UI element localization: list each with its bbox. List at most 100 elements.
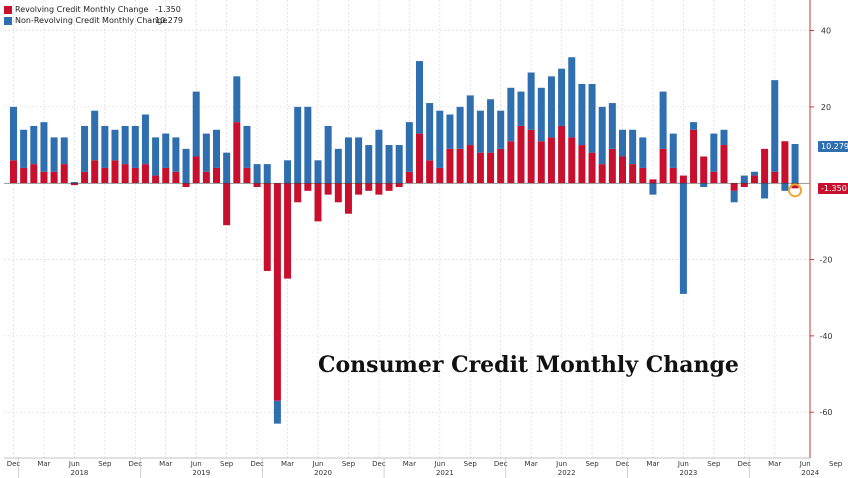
bar-revolving [152,175,160,184]
bar-revolving [30,164,38,184]
x-tick-label: Sep [585,460,599,468]
bar-revolving [192,156,200,184]
bar-revolving [487,152,495,184]
bar-revolving [568,137,576,184]
bar-non-revolving [131,125,139,168]
legend: Revolving Credit Monthly Change -1.350 N… [4,4,183,26]
bar-non-revolving [141,114,149,165]
bar-revolving [426,160,434,184]
bar-non-revolving [558,68,566,126]
y-tick-label: -20 [819,256,832,265]
bar-revolving [527,129,535,184]
bar-revolving [273,183,281,401]
bar-revolving [213,167,220,184]
bar-non-revolving [669,133,677,168]
bar-revolving [558,125,566,184]
bar-revolving [91,160,99,184]
bar-non-revolving [436,110,444,168]
bar-non-revolving [619,129,626,157]
bar-revolving [649,179,657,184]
bar-non-revolving [70,182,78,184]
bar-revolving [131,167,139,184]
bar-revolving [243,167,251,184]
x-tick-label: Mar [281,460,294,468]
bar-revolving [669,167,677,184]
bar-non-revolving [527,72,535,130]
bar-revolving [70,183,78,186]
bar-non-revolving [324,125,332,184]
bar-revolving [141,164,149,184]
bar-non-revolving [598,106,606,165]
bar-revolving [355,183,363,195]
x-year-label: 2021 [436,469,454,477]
bar-non-revolving [10,106,17,161]
bar-revolving [182,183,190,188]
x-year-label: 2018 [71,469,89,477]
bar-non-revolving [213,129,220,168]
bar-revolving [750,175,758,184]
bar-non-revolving [233,76,241,123]
bar-revolving [659,148,667,184]
x-tick-label: Dec [372,460,386,468]
bar-non-revolving [111,129,119,161]
bar-non-revolving [344,137,352,184]
bar-revolving [324,183,332,195]
bar-revolving [365,183,373,191]
x-tick-label: Jun [68,460,80,468]
bar-non-revolving [547,76,555,138]
x-tick-label: Jun [555,460,567,468]
bar-non-revolving [182,148,190,184]
y-tick-label: 40 [821,27,831,36]
bar-non-revolving [639,137,647,168]
bar-non-revolving [91,110,99,161]
bar-non-revolving [588,83,596,153]
bar-revolving [334,183,342,203]
bar-non-revolving [50,137,58,172]
bar-revolving [537,141,545,184]
y-tick-label: -40 [819,332,832,341]
bar-non-revolving [395,145,403,184]
x-year-label: 2019 [192,469,210,477]
bar-revolving [10,160,17,184]
callout-non-revolving: 10.279 [818,141,848,152]
bar-revolving [172,171,180,184]
bar-non-revolving [284,160,292,184]
bar-revolving [781,141,789,184]
bar-non-revolving [700,183,708,188]
bar-revolving [263,183,271,271]
legend-item-non-revolving[interactable]: Non-Revolving Credit Monthly Change 10.2… [4,15,183,26]
bar-revolving [761,148,769,184]
bar-non-revolving [304,106,312,184]
x-tick-label: Jun [433,460,445,468]
bar-revolving [162,167,170,184]
x-tick-label: Jun [312,460,324,468]
bar-revolving [740,183,748,188]
legend-item-revolving[interactable]: Revolving Credit Monthly Change -1.350 [4,4,183,15]
bar-non-revolving [568,57,576,138]
bar-revolving [416,133,423,184]
bar-non-revolving [629,129,637,165]
x-year-label: 2024 [801,469,819,477]
bar-revolving [233,122,241,184]
bar-revolving [304,183,312,191]
bar-revolving [476,152,484,184]
bar-revolving [375,183,383,195]
bar-non-revolving [517,91,525,126]
bar-revolving [223,183,231,226]
bar-revolving [608,148,616,184]
x-year-label: 2022 [558,469,576,477]
bar-revolving [679,175,687,184]
bar-non-revolving [152,137,160,176]
bar-revolving [314,183,322,222]
bar-non-revolving [426,103,434,161]
x-tick-label: Mar [37,460,50,468]
bar-revolving [202,171,210,184]
bar-revolving [791,183,799,189]
latest-point-marker [788,183,803,198]
bar-revolving [517,125,525,184]
bar-non-revolving [405,122,413,172]
bar-revolving [253,183,261,188]
x-tick-label: Dec [738,460,752,468]
bar-revolving [456,148,464,184]
